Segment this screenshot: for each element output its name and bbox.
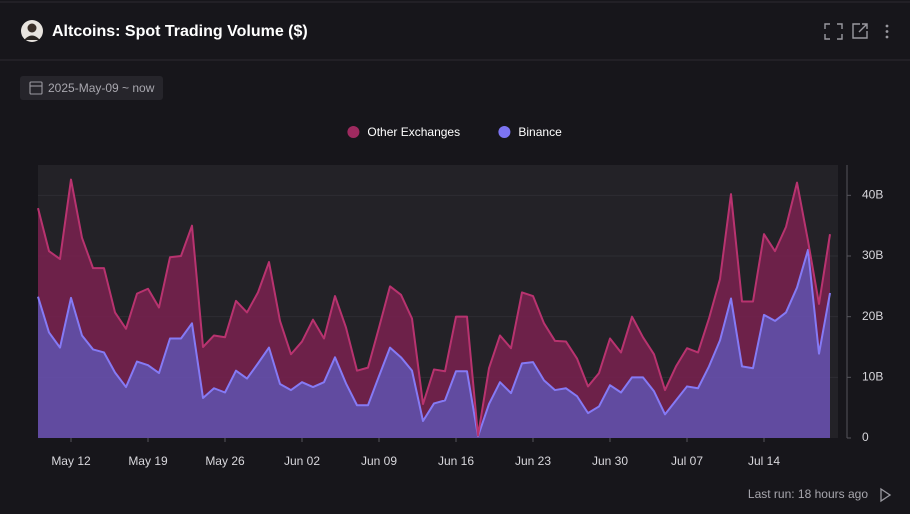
calendar-icon xyxy=(29,81,43,95)
area-line xyxy=(37,178,831,437)
legend-marker xyxy=(347,126,360,138)
x-tick-label: Jun 02 xyxy=(284,454,320,468)
header-icons[interactable] xyxy=(824,23,868,40)
x-tick-label: Jul 14 xyxy=(748,454,780,468)
legend-marker xyxy=(498,126,511,138)
area-fill xyxy=(38,249,830,438)
area-fill xyxy=(38,179,830,437)
fullscreen-icon[interactable] xyxy=(824,23,843,40)
y-tick-label: 0 xyxy=(862,430,869,444)
y-tick-label: 40B xyxy=(862,188,883,202)
run-icon[interactable] xyxy=(880,487,892,503)
x-tick-label: Jul 07 xyxy=(671,454,703,468)
legend-label: Binance xyxy=(518,125,562,139)
open-icon[interactable] xyxy=(852,23,868,39)
legend-label: Other Exchanges xyxy=(367,125,460,139)
y-tick-label: 20B xyxy=(862,309,883,323)
date-pill[interactable] xyxy=(20,76,163,100)
date-range: 2025-May-09 ~ now xyxy=(48,81,155,95)
avatar xyxy=(21,20,43,42)
menu-icon[interactable] xyxy=(885,24,889,39)
last-run: Last run: 18 hours ago xyxy=(748,487,868,501)
x-tick-label: Jun 16 xyxy=(438,454,474,468)
x-tick-label: May 26 xyxy=(205,454,245,468)
x-tick-label: May 19 xyxy=(128,454,168,468)
x-tick-label: May 12 xyxy=(51,454,91,468)
x-tick-label: Jun 09 xyxy=(361,454,397,468)
card-title: Altcoins: Spot Trading Volume ($) xyxy=(52,23,308,40)
y-tick-label: 10B xyxy=(862,370,883,384)
y-tick-label: 30B xyxy=(862,248,883,262)
x-tick-label: Jun 30 xyxy=(592,454,628,468)
area-line xyxy=(37,248,831,438)
x-tick-label: Jun 23 xyxy=(515,454,551,468)
